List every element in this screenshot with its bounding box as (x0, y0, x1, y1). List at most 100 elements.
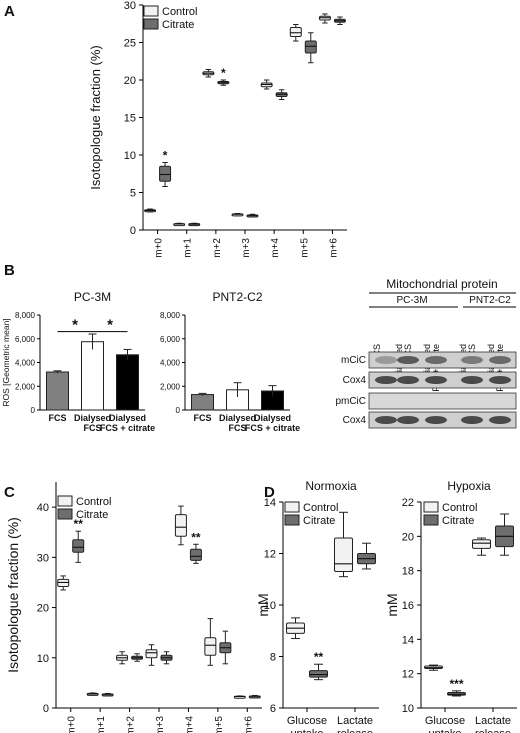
y-tick-label: 10 (264, 600, 276, 612)
x-tick-label: Lactate (337, 715, 373, 727)
x-tick-label: FCS + citrate (245, 423, 300, 433)
legend-label-control: Control (76, 496, 111, 508)
legend-label-control: Control (442, 502, 477, 514)
y-tick-label: 22 (402, 497, 414, 509)
y-tick-label: 10 (37, 653, 49, 665)
blot-row-label: Cox4 (343, 375, 367, 386)
y-tick-label: 12 (402, 669, 414, 681)
legend-swatch-control (423, 501, 439, 513)
y-tick-label: 25 (124, 38, 136, 50)
legend-swatch-citrate (284, 514, 300, 526)
significance-marker: * (163, 149, 168, 163)
legend-label-citrate: Citrate (162, 19, 194, 31)
y-axis-label: mM (384, 593, 400, 616)
legend-swatch-citrate (423, 514, 439, 526)
y-tick-label: 5 (130, 188, 136, 200)
blot-band (489, 416, 511, 424)
x-tick-label: m+0 (67, 716, 78, 733)
blot-band (397, 416, 419, 424)
y-axis-label: Isotopologue fraction (%) (5, 517, 21, 673)
legend-label-citrate: Citrate (76, 509, 108, 521)
legend-label-citrate: Citrate (442, 515, 474, 527)
box-control (334, 537, 353, 573)
y-tick-label: 10 (124, 150, 136, 162)
blot-band (489, 356, 511, 364)
y-tick-label: 4,000 (160, 359, 181, 368)
x-tick-label: Dialysed (74, 413, 111, 423)
legend-swatch-control (284, 501, 300, 513)
significance-marker: *** (449, 677, 463, 691)
y-tick-label: 30 (124, 0, 136, 12)
box-control (289, 27, 302, 37)
blot-band (397, 356, 419, 364)
y-tick-label: 8,000 (160, 311, 181, 320)
chart-c-isotopologue: 0 10 20 30 40 Isotopologue fraction (%) m+0 m+1… (5, 482, 262, 733)
significance-marker: ** (191, 530, 201, 544)
panel-label-d: D (264, 484, 275, 501)
x-tick-label: FCS (49, 413, 67, 423)
panel-label-c: C (4, 484, 15, 501)
chart-d-hypoxia: 10 12 14 16 18 20 22 mM Hypoxia Glucoseuptake Lact… (384, 479, 517, 733)
y-tick-label: 2,000 (15, 382, 36, 391)
y-axis-label: mM (255, 593, 271, 616)
x-tick-label: m+3 (241, 238, 252, 258)
x-tick-label: m+1 (96, 716, 107, 733)
significance-marker: ** (74, 517, 84, 531)
blot-band (425, 356, 447, 364)
significance-marker: * (72, 317, 78, 334)
chart-d-normoxia: 6 8 10 12 14 mM Normoxia Glucoseuptake Lactatere… (255, 479, 379, 733)
blot-row-label: pmCiC (335, 396, 366, 407)
x-tick-label: Glucose (425, 715, 465, 727)
y-axis-label: ROS [Geometric mean] (1, 318, 11, 406)
y-tick-label: 6,000 (160, 335, 181, 344)
x-tick-label: m+4 (270, 238, 281, 258)
box-control (174, 514, 187, 537)
box-citrate (72, 539, 85, 553)
bar (81, 341, 104, 411)
blot-band (375, 356, 397, 364)
x-tick-label: m+5 (299, 238, 310, 258)
y-axis-label: Isotopologue fraction (%) (88, 45, 103, 190)
y-tick-label: 0 (31, 406, 36, 415)
x-tick-label: FCS (229, 423, 247, 433)
y-tick-label: 20 (402, 531, 414, 543)
chart-title: PC-3M (74, 290, 111, 304)
chart-title: Normoxia (305, 479, 357, 493)
blot-row-label: Cox4 (343, 415, 367, 426)
blot-row-label: mCiC (341, 355, 366, 366)
blot-group-pc3m: PC-3M (396, 295, 427, 306)
blot-band (425, 416, 447, 424)
y-tick-label: 12 (264, 549, 276, 561)
blot-rows: mCiC Cox4 pmCiC Cox4 (335, 351, 517, 429)
legend-swatch-control (57, 495, 73, 507)
y-tick-label: 0 (43, 703, 49, 715)
box-control (204, 637, 217, 656)
y-tick-label: 8,000 (15, 311, 36, 320)
blot-band (489, 376, 511, 384)
x-tick-label: m+6 (243, 716, 254, 733)
y-tick-label: 4,000 (15, 359, 36, 368)
x-tick-label-line2: release (475, 728, 511, 733)
y-tick-label: 18 (402, 566, 414, 578)
y-tick-label: 0 (176, 406, 181, 415)
panel-label-b: B (4, 262, 15, 279)
legend-label-control: Control (303, 502, 338, 514)
blot-title: Mitochondrial protein (386, 277, 497, 291)
chart-b-pc3m-ros: 0 2,000 4,000 6,000 8,000 ROS [Geometric mean… (1, 290, 155, 433)
x-tick-label: m+2 (212, 238, 223, 258)
panel-label-a: A (4, 3, 15, 20)
box-citrate (159, 165, 172, 182)
x-tick-label: m+0 (154, 238, 165, 258)
chart-title: PNT2-C2 (212, 290, 262, 304)
significance-marker: * (107, 317, 113, 334)
y-tick-label: 15 (124, 113, 136, 125)
box-citrate (189, 548, 202, 561)
legend-swatch-control (143, 5, 159, 17)
blot-band (461, 416, 483, 424)
x-tick-label: Glucose (287, 715, 327, 727)
blot-strip (368, 392, 517, 410)
x-tick-label: m+1 (183, 238, 194, 258)
box-control (472, 539, 491, 549)
y-tick-label: 16 (402, 600, 414, 612)
